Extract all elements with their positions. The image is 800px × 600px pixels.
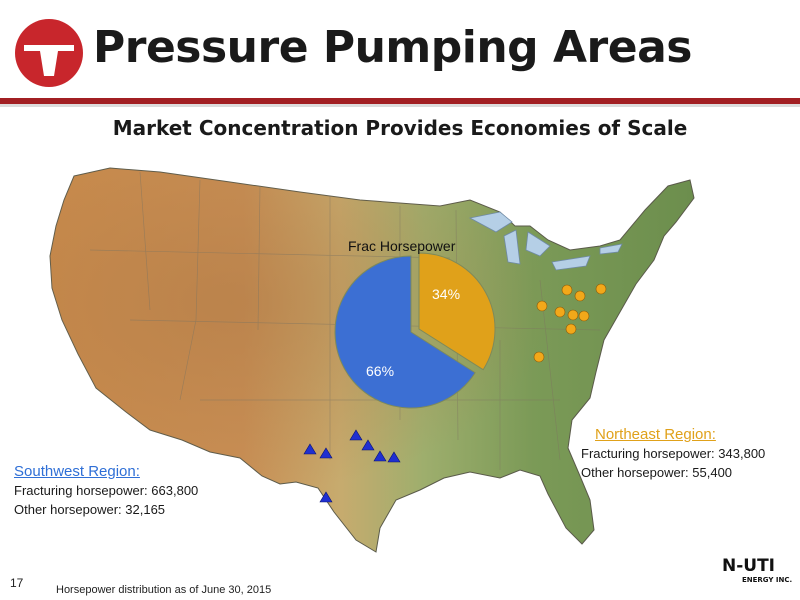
pie-slice-label-northeast: 34%: [432, 286, 461, 302]
southwest-fracturing-horsepower: Fracturing horsepower: 663,800: [14, 483, 199, 498]
page-title: Pressure Pumping Areas: [93, 22, 692, 73]
company-brand-logo: N-UTI ENERGY INC.: [722, 556, 800, 584]
southwest-rig-markers: [303, 429, 401, 503]
southwest-marker-triangle: [319, 491, 333, 503]
pie-slice-label-southwest: 66%: [366, 363, 395, 379]
title-divider-shadow: [0, 104, 800, 107]
southwest-marker-triangle: [361, 439, 375, 451]
company-logo-icon: [15, 19, 83, 87]
northeast-marker-dot: [578, 310, 590, 322]
southwest-marker-triangle: [373, 450, 387, 462]
northeast-marker-dot: [565, 323, 577, 335]
northeast-region-box: Northeast Region: Fracturing horsepower:…: [581, 425, 765, 482]
southwest-region-link[interactable]: Southwest Region:: [14, 463, 140, 480]
southwest-marker-triangle: [349, 429, 363, 441]
slide-number: 17: [10, 576, 24, 590]
southwest-other-horsepower: Other horsepower: 32,165: [14, 502, 166, 517]
northeast-marker-dot: [536, 300, 548, 312]
title-divider: [0, 98, 800, 104]
pie-slice-southwest: [334, 255, 476, 409]
southwest-marker-triangle: [303, 443, 317, 455]
brand-tagline: ENERGY INC.: [742, 576, 793, 584]
pie-chart-title: Frac Horsepower: [348, 238, 456, 254]
southwest-region-box: Southwest Region: Fracturing horsepower:…: [14, 462, 198, 519]
northeast-marker-dot: [574, 290, 586, 302]
northeast-region-link[interactable]: Northeast Region:: [595, 426, 716, 443]
brand-name: N-UTI: [722, 556, 776, 576]
slide-subtitle: Market Concentration Provides Economies …: [112, 116, 688, 140]
great-lakes: [468, 211, 623, 271]
northeast-other-horsepower: Other horsepower: 55,400: [581, 465, 733, 480]
northeast-rig-markers: [533, 283, 607, 363]
footnote: Horsepower distribution as of June 30, 2…: [56, 584, 272, 596]
southwest-marker-triangle: [387, 451, 401, 463]
northeast-marker-dot: [554, 306, 566, 318]
us-relief-map: [49, 167, 695, 553]
pie-slice-northeast: [418, 252, 496, 371]
northeast-marker-dot: [533, 351, 545, 363]
northeast-marker-dot: [595, 283, 607, 295]
northeast-fracturing-horsepower: Fracturing horsepower: 343,800: [581, 446, 766, 461]
frac-horsepower-pie: [334, 252, 496, 409]
northeast-marker-dot: [561, 284, 573, 296]
northeast-marker-dot: [567, 309, 579, 321]
southwest-marker-triangle: [319, 447, 333, 459]
